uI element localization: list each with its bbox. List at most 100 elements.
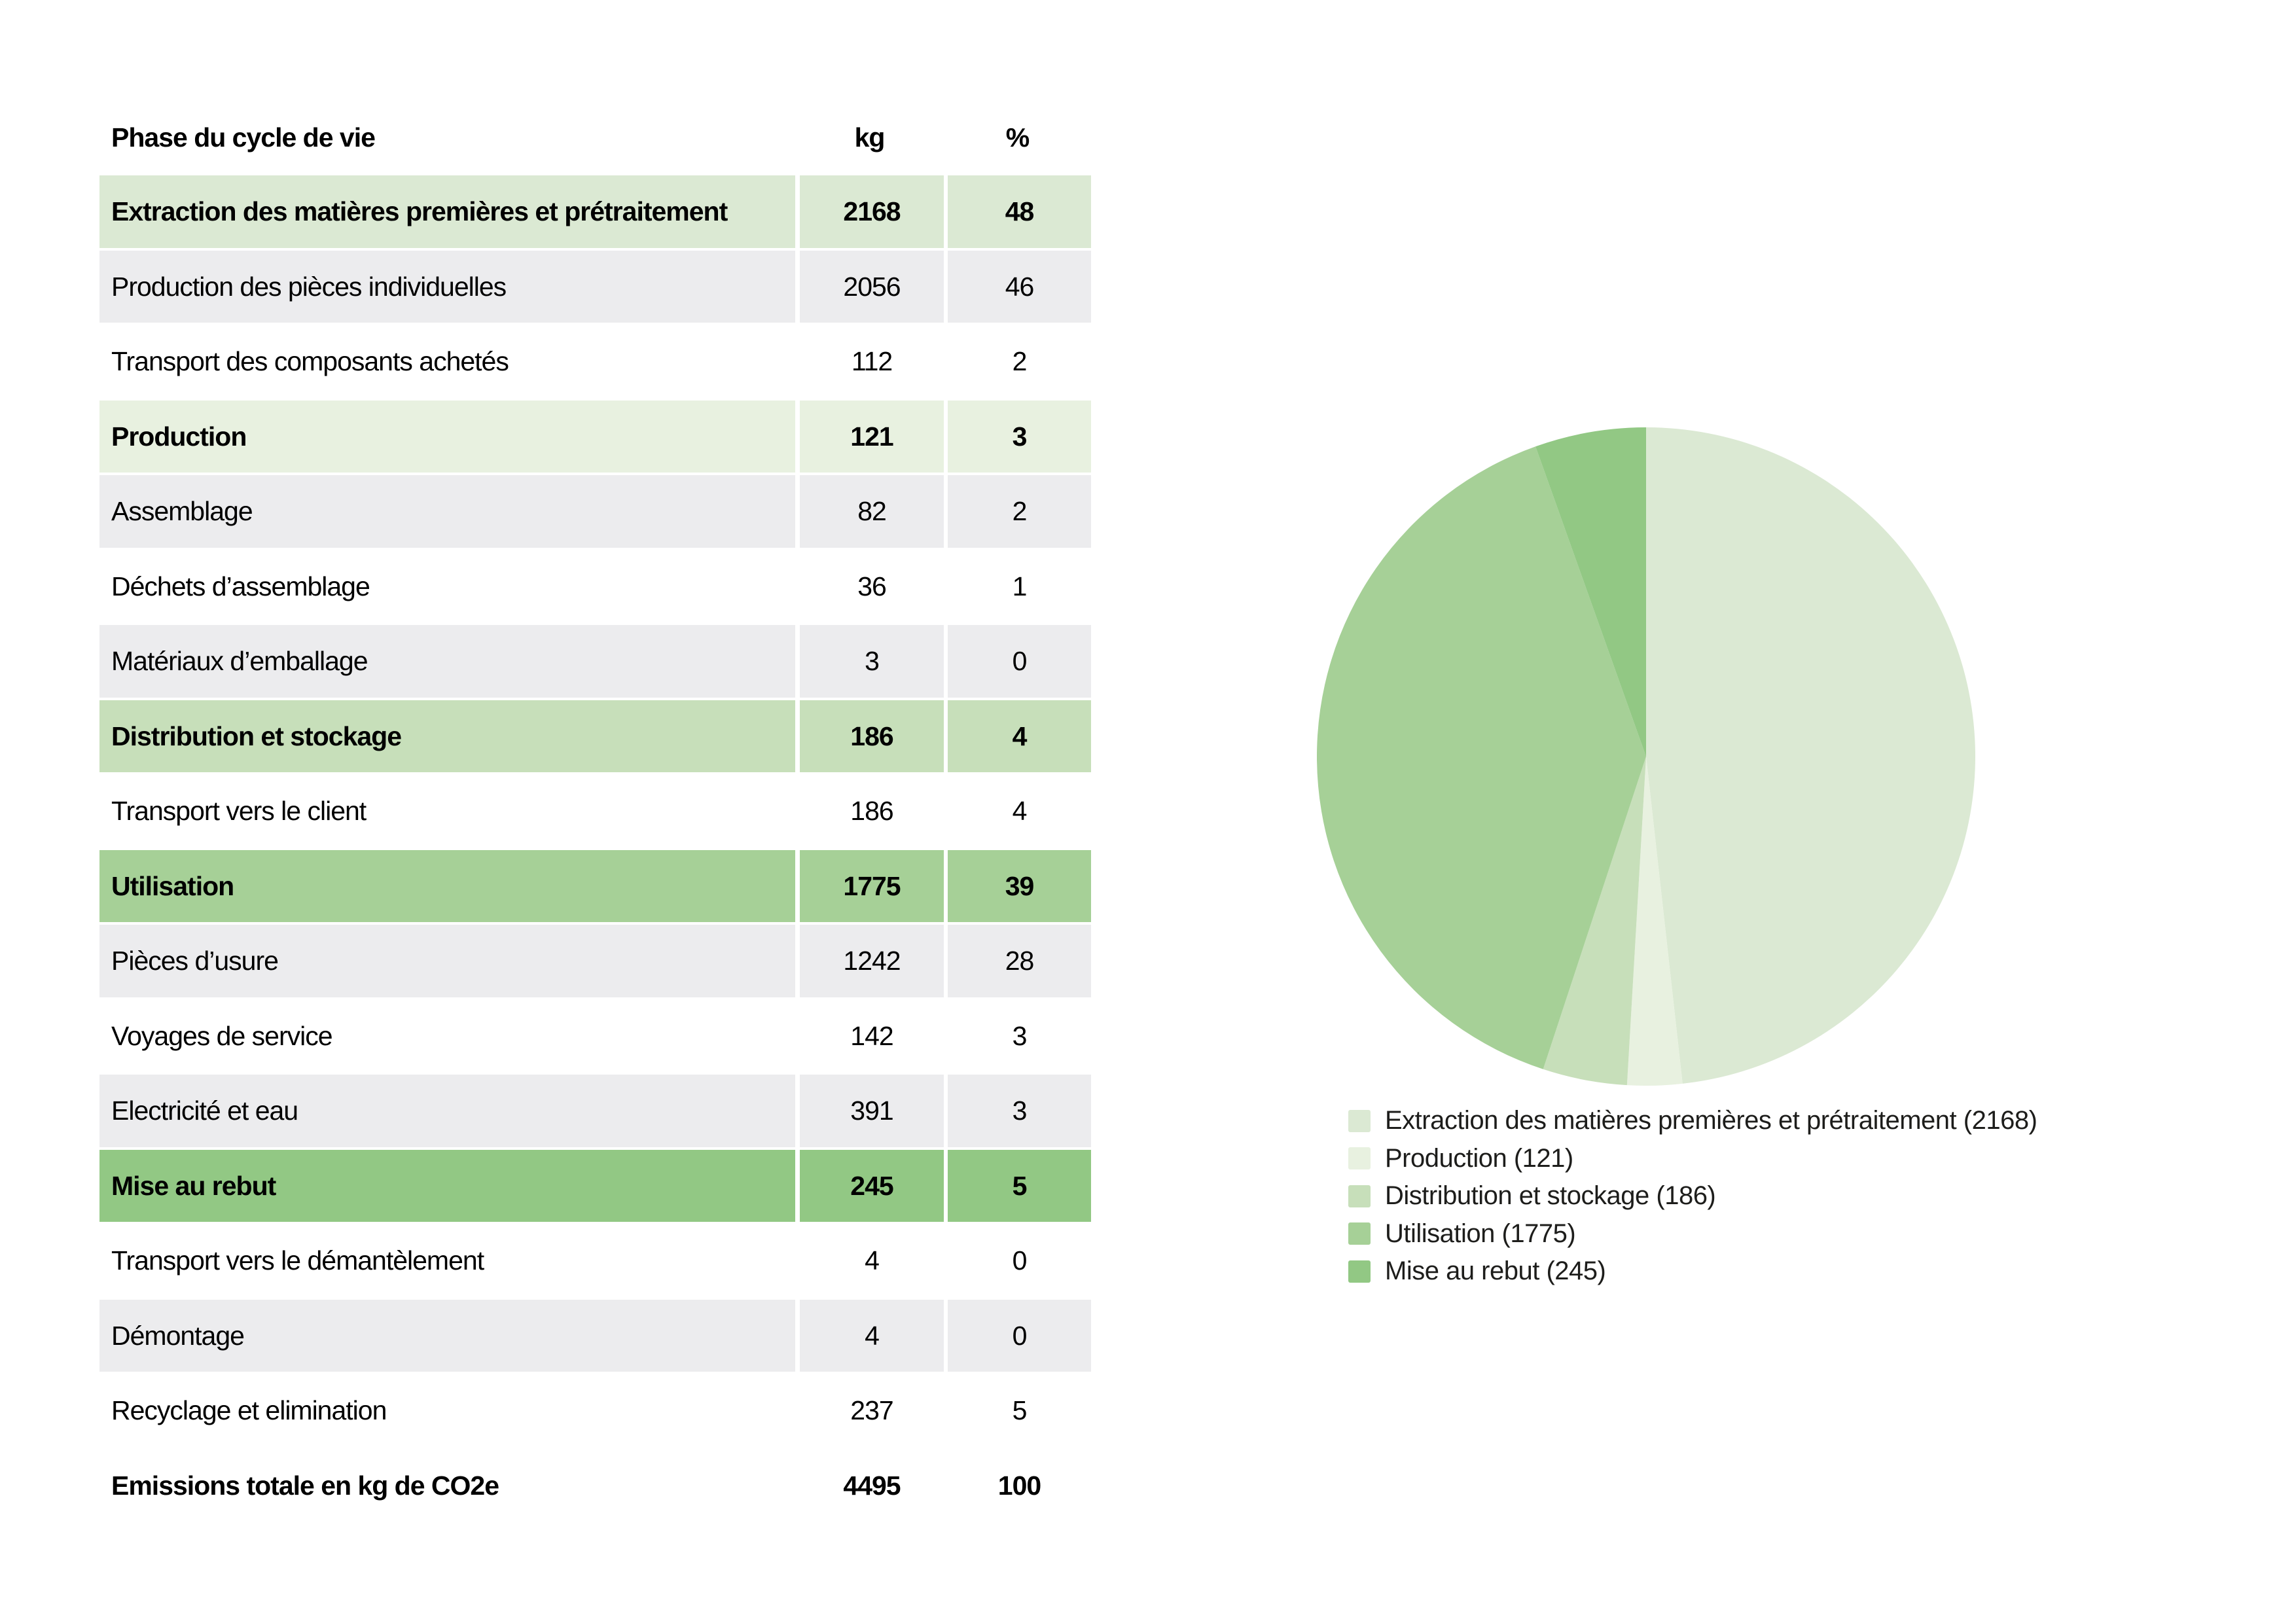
pct-value-cell: 1 xyxy=(944,550,1091,622)
pct-value-cell: 46 xyxy=(944,250,1091,323)
kg-value-cell: 2168 xyxy=(795,175,944,248)
phase-label-cell: Emissions totale en kg de CO2e xyxy=(99,1449,795,1522)
pct-value-cell: 3 xyxy=(944,999,1091,1072)
pie-slice-4 xyxy=(1535,427,1646,757)
column-header-pct: % xyxy=(1005,122,1030,152)
kg-value-cell: 245 xyxy=(795,1149,944,1222)
table-body: Extraction des matières premières et pré… xyxy=(99,175,1091,1522)
legend-item: Extraction des matières premières et pré… xyxy=(1348,1102,2037,1140)
pct-value-cell: 2 xyxy=(944,475,1091,548)
legend-swatch-icon xyxy=(1348,1109,1371,1132)
phase-label-cell: Assemblage xyxy=(99,475,795,548)
table-row: Utilisation 1775 39 xyxy=(99,849,1091,922)
legend-label: Utilisation (1775) xyxy=(1385,1219,1576,1248)
table-row: Démontage 4 0 xyxy=(99,1299,1091,1372)
kg-value-cell: 142 xyxy=(795,999,944,1072)
pct-value-cell: 28 xyxy=(944,925,1091,997)
phase-label-cell: Matériaux d’emballage xyxy=(99,625,795,698)
table-row: Distribution et stockage 186 4 xyxy=(99,700,1091,772)
table-row: Production des pièces individuelles 2056 4… xyxy=(99,250,1091,323)
phase-label-cell: Electricité et eau xyxy=(99,1075,795,1147)
table-row: Production 121 3 xyxy=(99,400,1091,473)
legend-item: Utilisation (1775) xyxy=(1348,1215,2037,1253)
lca-table: Phase du cycle de vie kg % Extraction de… xyxy=(99,99,1091,1524)
phase-label-cell: Distribution et stockage xyxy=(99,700,795,772)
pct-value-cell: 4 xyxy=(944,775,1091,847)
table-row: Matériaux d’emballage 3 0 xyxy=(99,625,1091,698)
pct-value-cell: 0 xyxy=(944,1224,1091,1297)
pct-value-cell: 5 xyxy=(944,1374,1091,1447)
kg-value-cell: 1775 xyxy=(795,849,944,922)
kg-value-cell: 186 xyxy=(795,775,944,847)
pct-value-cell: 48 xyxy=(944,175,1091,248)
legend-label: Distribution et stockage (186) xyxy=(1385,1181,1716,1211)
table-row: Emissions totale en kg de CO2e 4495 100 xyxy=(99,1449,1091,1522)
table-row: Transport vers le démantèlement 4 0 xyxy=(99,1224,1091,1297)
pct-value-cell: 39 xyxy=(944,849,1091,922)
kg-value-cell: 4495 xyxy=(795,1449,944,1522)
pct-value-cell: 4 xyxy=(944,700,1091,772)
pie-slice-0 xyxy=(1646,427,1975,1084)
table-row: Electricité et eau 391 3 xyxy=(99,1075,1091,1147)
table-header-row: Phase du cycle de vie kg % xyxy=(99,99,1091,175)
kg-value-cell: 36 xyxy=(795,550,944,622)
column-header-phase: Phase du cycle de vie xyxy=(111,122,376,152)
kg-value-cell: 4 xyxy=(795,1224,944,1297)
legend-item: Production (121) xyxy=(1348,1140,2037,1178)
phase-label-cell: Pièces d’usure xyxy=(99,925,795,997)
phase-label-cell: Production des pièces individuelles xyxy=(99,250,795,323)
phase-label-cell: Transport vers le client xyxy=(99,775,795,847)
phase-label-cell: Extraction des matières premières et pré… xyxy=(99,175,795,248)
kg-value-cell: 121 xyxy=(795,400,944,473)
legend-item: Mise au rebut (245) xyxy=(1348,1253,2037,1291)
kg-value-cell: 1242 xyxy=(795,925,944,997)
kg-value-cell: 2056 xyxy=(795,250,944,323)
phase-label-cell: Recyclage et elimination xyxy=(99,1374,795,1447)
phase-label-cell: Transport vers le démantèlement xyxy=(99,1224,795,1297)
legend-label: Mise au rebut (245) xyxy=(1385,1257,1606,1286)
table-row: Déchets d’assemblage 36 1 xyxy=(99,550,1091,622)
kg-value-cell: 237 xyxy=(795,1374,944,1447)
phase-label-cell: Production xyxy=(99,400,795,473)
table-row: Pièces d’usure 1242 28 xyxy=(99,925,1091,997)
pct-value-cell: 0 xyxy=(944,625,1091,698)
pie-slice-1 xyxy=(1626,757,1683,1086)
pct-value-cell: 100 xyxy=(944,1449,1091,1522)
pct-value-cell: 5 xyxy=(944,1149,1091,1222)
kg-value-cell: 82 xyxy=(795,475,944,548)
legend-swatch-icon xyxy=(1348,1222,1371,1245)
pie-chart xyxy=(1317,427,1975,1086)
table-row: Recyclage et elimination 237 5 xyxy=(99,1374,1091,1447)
legend-item: Distribution et stockage (186) xyxy=(1348,1177,2037,1215)
table-row: Transport des composants achetés 112 2 xyxy=(99,325,1091,398)
phase-label-cell: Transport des composants achetés xyxy=(99,325,795,398)
pct-value-cell: 2 xyxy=(944,325,1091,398)
phase-label-cell: Voyages de service xyxy=(99,999,795,1072)
phase-label-cell: Utilisation xyxy=(99,849,795,922)
pct-value-cell: 3 xyxy=(944,400,1091,473)
kg-value-cell: 3 xyxy=(795,625,944,698)
pie-slice-2 xyxy=(1543,757,1646,1086)
kg-value-cell: 112 xyxy=(795,325,944,398)
table-row: Transport vers le client 186 4 xyxy=(99,775,1091,847)
table-row: Voyages de service 142 3 xyxy=(99,999,1091,1072)
table-row: Assemblage 82 2 xyxy=(99,475,1091,548)
phase-label-cell: Déchets d’assemblage xyxy=(99,550,795,622)
kg-value-cell: 391 xyxy=(795,1075,944,1147)
legend-swatch-icon xyxy=(1348,1260,1371,1283)
phase-label-cell: Démontage xyxy=(99,1299,795,1372)
legend-label: Extraction des matières premières et pré… xyxy=(1385,1106,2037,1135)
legend-swatch-icon xyxy=(1348,1185,1371,1207)
pct-value-cell: 0 xyxy=(944,1299,1091,1372)
kg-value-cell: 186 xyxy=(795,700,944,772)
pie-legend: Extraction des matières premières et pré… xyxy=(1348,1102,2037,1291)
pie-slice-3 xyxy=(1317,446,1646,1069)
legend-swatch-icon xyxy=(1348,1147,1371,1170)
kg-value-cell: 4 xyxy=(795,1299,944,1372)
pct-value-cell: 3 xyxy=(944,1075,1091,1147)
phase-label-cell: Mise au rebut xyxy=(99,1149,795,1222)
legend-label: Production (121) xyxy=(1385,1143,1573,1173)
table-row: Extraction des matières premières et pré… xyxy=(99,175,1091,248)
table-row: Mise au rebut 245 5 xyxy=(99,1149,1091,1222)
